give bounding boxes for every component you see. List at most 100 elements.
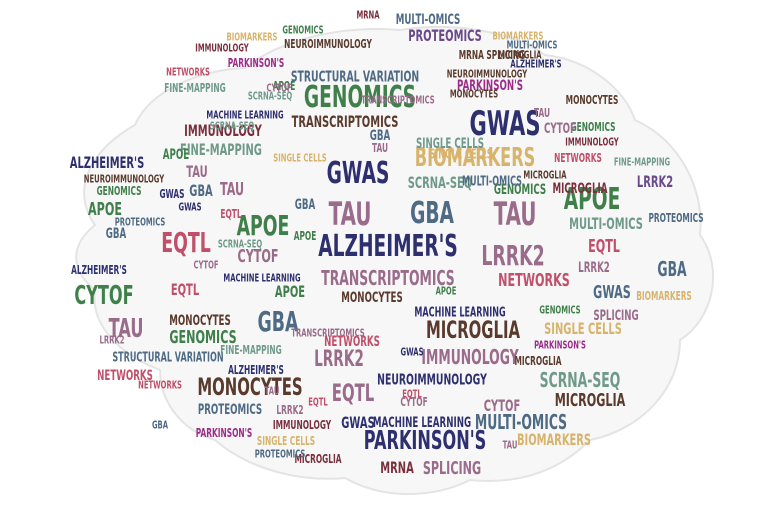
- word-monocytes-4: MONOCYTES: [169, 313, 231, 329]
- word-neuroimmunology-2: NEUROIMMUNOLOGY: [284, 37, 372, 51]
- word-multi-omics-4: MULTI-OMICS: [462, 174, 522, 190]
- word-networks-5: NETWORKS: [554, 151, 602, 165]
- word-gwas-5: GWAS: [341, 413, 375, 432]
- word-monocytes-1: MONOCYTES: [197, 373, 303, 401]
- word-genomics-6: GENOMICS: [96, 184, 142, 198]
- word-eqtl-7: EQTL: [402, 387, 422, 401]
- word-alzheimers-1: ALZHEIMER'S: [318, 229, 458, 264]
- word-gba-8: GBA: [369, 128, 391, 144]
- word-apoe-4: APOE: [272, 79, 296, 93]
- word-networks-1: NETWORKS: [498, 270, 570, 291]
- word-neuroimmunology-4: NEUROIMMUNOLOGY: [446, 67, 528, 81]
- word-gba-3: GBA: [657, 257, 687, 281]
- word-eqtl-3: EQTL: [588, 236, 620, 257]
- word-monocytes-2: MONOCYTES: [341, 290, 403, 306]
- word-genomics-2: GENOMICS: [169, 327, 237, 348]
- word-machine-learning-1: MACHINE LEARNING: [414, 305, 506, 321]
- word-lrrk2-1: LRRK2: [481, 239, 545, 272]
- word-monocytes-3: MONOCYTES: [565, 93, 619, 107]
- word-eqtl-6: EQTL: [308, 395, 328, 409]
- word-immunology-2: IMMUNOLOGY: [184, 121, 262, 140]
- word-proteomics-1: PROTEOMICS: [408, 26, 482, 45]
- word-transcriptomics-2: TRANSCRIPTOMICS: [291, 112, 399, 131]
- word-biomarkers-4: BIOMARKERS: [492, 29, 544, 43]
- word-gwas-1: GWAS: [469, 104, 541, 144]
- word-microglia-5: MICROGLIA: [294, 452, 342, 466]
- word-proteomics-4: PROTEOMICS: [254, 447, 306, 461]
- word-alzheimers-3: ALZHEIMER'S: [71, 263, 127, 277]
- word-single-cells-3: SINGLE CELLS: [256, 434, 316, 448]
- word-tau-6: TAU: [219, 179, 245, 200]
- word-lrrk2-5: LRRK2: [578, 260, 610, 276]
- word-transcriptomics-1: TRANSCRIPTOMICS: [321, 266, 455, 290]
- word-gwas-7: GWAS: [400, 345, 424, 359]
- word-neuroimmunology-3: NEUROIMMUNOLOGY: [83, 172, 165, 186]
- word-microglia-7: MICROGLIA: [523, 168, 567, 182]
- word-tau-2: TAU: [493, 195, 537, 233]
- word-single-cells-5: SINGLE CELLS: [273, 151, 327, 165]
- word-gba-2: GBA: [257, 305, 299, 338]
- word-mrna-2: MRNA: [356, 8, 380, 22]
- word-tau-3: TAU: [108, 314, 144, 344]
- word-microglia-2: MICROGLIA: [554, 390, 626, 411]
- word-neuroimmunology-1: NEUROIMMUNOLOGY: [377, 370, 487, 389]
- word-alzheimers-4: ALZHEIMER'S: [228, 363, 284, 377]
- word-genomics-4: GENOMICS: [570, 120, 616, 134]
- word-apoe-3: APOE: [88, 199, 122, 220]
- word-apoe-7: APOE: [293, 229, 317, 243]
- word-fine-mapping-4: FINE-MAPPING: [220, 343, 282, 357]
- brain-silhouette: [75, 26, 715, 495]
- word-lrrk2-4: LRRK2: [276, 403, 304, 417]
- word-microglia-1: MICROGLIA: [425, 316, 521, 344]
- word-biomarkers-1: BIOMARKERS: [414, 143, 536, 173]
- word-biomarkers-3: BIOMARKERS: [516, 430, 592, 449]
- word-tau-7: TAU: [264, 384, 280, 398]
- word-multi-omics-1: MULTI-OMICS: [474, 410, 568, 434]
- word-networks-2: NETWORKS: [324, 334, 380, 350]
- word-networks-3: NETWORKS: [97, 368, 153, 384]
- word-proteomics-3: PROTEOMICS: [648, 211, 704, 225]
- word-cytof-3: CYTOF: [483, 396, 521, 415]
- word-eqtl-2: EQTL: [331, 379, 375, 407]
- word-gwas-6: GWAS: [178, 200, 202, 214]
- word-apoe-2: APOE: [236, 209, 290, 242]
- word-alzheimers-5: ALZHEIMER'S: [510, 57, 562, 71]
- word-multi-omics-3: MULTI-OMICS: [395, 12, 461, 28]
- word-single-cells-2: SINGLE CELLS: [416, 136, 484, 152]
- word-multi-omics-5: MULTI-OMICS: [506, 38, 558, 52]
- word-gba-6: GBA: [294, 197, 316, 213]
- word-mrna-1: MRNA: [380, 458, 414, 477]
- word-eqtl-1: EQTL: [161, 226, 211, 259]
- word-immunology-1: IMMUNOLOGY: [421, 345, 519, 369]
- word-structural-variation-2: STRUCTURAL VARIATION: [290, 67, 420, 86]
- word-transcriptomics-3: TRANSCRIPTOMICS: [361, 93, 435, 107]
- word-microglia-6: MICROGLIA: [514, 354, 562, 368]
- word-machine-learning-4: MACHINE LEARNING: [223, 271, 301, 285]
- word-apoe-8: APOE: [435, 284, 457, 298]
- word-scrna-seq-2: SCRNA-SEQ: [407, 173, 473, 192]
- word-tau-8: TAU: [502, 438, 518, 452]
- word-apoe-5: APOE: [274, 282, 306, 301]
- word-tau-1: TAU: [328, 195, 372, 233]
- word-single-cells-4: SINGLE CELLS: [429, 147, 493, 163]
- word-cytof-1: CYTOF: [74, 281, 134, 311]
- word-gba-1: GBA: [410, 196, 454, 231]
- word-transcriptomics-4: TRANSCRIPTOMICS: [291, 326, 365, 340]
- word-biomarkers-5: BIOMARKERS: [226, 30, 278, 44]
- word-biomarkers-2: BIOMARKERS: [636, 289, 692, 303]
- word-scrna-seq-4: SCRNA-SEQ: [209, 119, 255, 133]
- word-tau-4: TAU: [186, 162, 208, 181]
- word-cytof-2: CYTOF: [237, 246, 279, 267]
- word-cytof-4: CYTOF: [400, 395, 428, 409]
- word-lrrk2-6: LRRK2: [99, 333, 125, 347]
- word-apoe-1: APOE: [563, 182, 621, 217]
- word-microglia-4: MICROGLIA: [498, 48, 542, 62]
- word-tau-9: TAU: [371, 141, 389, 155]
- word-single-cells-1: SINGLE CELLS: [544, 319, 622, 338]
- word-fine-mapping-3: FINE-MAPPING: [613, 155, 671, 169]
- word-parkinsons-3: PARKINSON'S: [457, 78, 523, 94]
- word-proteomics-5: PROTEOMICS: [114, 215, 166, 229]
- word-parkinsons-4: PARKINSON'S: [195, 426, 253, 440]
- word-apoe-6: APOE: [162, 147, 190, 163]
- word-gba-4: GBA: [189, 181, 213, 200]
